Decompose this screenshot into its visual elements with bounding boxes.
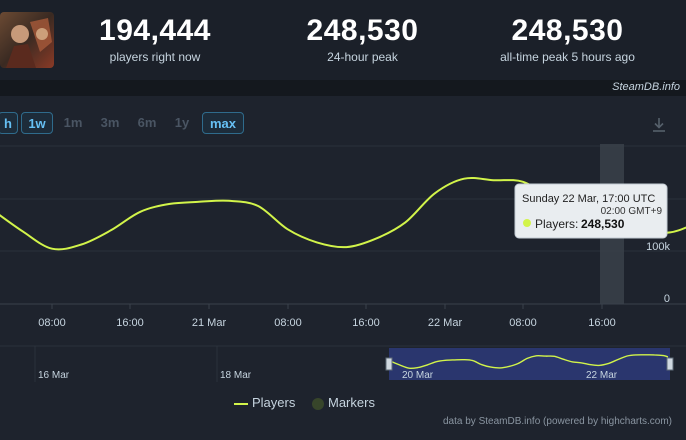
player-chart[interactable]: 100k 0 08:00 16:00 21 Mar 08:00 16:00 22… <box>0 96 686 396</box>
tooltip-date: Sunday 22 Mar, 17:00 UTC <box>522 193 655 205</box>
tooltip-local-time: 02:00 GMT+9 <box>601 206 663 217</box>
current-players-label: players right now <box>109 50 201 64</box>
x-tick-label: 16:00 <box>352 317 380 329</box>
x-tick-label: 08:00 <box>274 317 302 329</box>
players-line-icon <box>234 402 248 405</box>
current-players-value: 194,444 <box>99 14 211 47</box>
range-button-1m[interactable]: 1m <box>63 115 83 130</box>
x-tick-label: 21 Mar <box>192 317 227 329</box>
range-button-max[interactable]: max <box>202 112 244 134</box>
tooltip-series-label: Players: <box>535 217 578 231</box>
all-time-peak-value: 248,530 <box>511 14 624 47</box>
chart-tooltip: Sunday 22 Mar, 17:00 UTC 02:00 GMT+9 Pla… <box>514 183 668 239</box>
navigator-series-line <box>390 354 669 370</box>
download-icon[interactable] <box>650 116 668 134</box>
range-button-1y[interactable]: 1y <box>174 115 190 130</box>
stats-bar: 194,444 players right now 248,530 24-hou… <box>0 0 686 80</box>
peak-24h-stat: 248,530 24-hour peak <box>290 14 435 64</box>
navigator-left-handle[interactable] <box>385 357 393 371</box>
navigator-right-handle[interactable] <box>666 357 674 371</box>
section-divider <box>0 80 686 96</box>
x-tick-label: 16:00 <box>588 317 616 329</box>
x-tick-label: 22 Mar <box>428 317 463 329</box>
x-tick-label: 08:00 <box>38 317 66 329</box>
x-tick-label: 16:00 <box>116 317 144 329</box>
legend-item-players[interactable]: Players <box>234 394 295 412</box>
range-button-6m[interactable]: 6m <box>137 115 157 130</box>
all-time-peak-label: all-time peak 5 hours ago <box>500 50 635 64</box>
range-button-1w[interactable]: 1w <box>21 112 53 134</box>
markers-dot-icon <box>312 397 324 410</box>
y-tick-label: 0 <box>664 293 670 305</box>
y-tick-label: 100k <box>646 241 670 253</box>
navigator-label: 18 Mar <box>220 370 252 381</box>
legend-label-players: Players <box>252 395 296 410</box>
navigator-label: 22 Mar <box>586 370 618 381</box>
peak-24h-value: 248,530 <box>306 14 419 47</box>
tooltip-series-marker <box>523 219 531 227</box>
chart-credit[interactable]: data by SteamDB.info (powered by highcha… <box>443 416 672 427</box>
chart-panel: h 1w 1m 3m 6m 1y max 100k 0 08:00 16:00 … <box>0 96 686 440</box>
range-button-h[interactable]: h <box>0 112 18 134</box>
x-tick-label: 08:00 <box>509 317 537 329</box>
tooltip-background <box>514 183 668 239</box>
navigator-label: 16 Mar <box>38 370 70 381</box>
legend-label-markers: Markers <box>328 395 375 410</box>
players-series-line[interactable] <box>0 173 686 251</box>
navigator-selected-range[interactable] <box>389 348 670 380</box>
peak-24h-label: 24-hour peak <box>327 50 398 64</box>
range-button-3m[interactable]: 3m <box>100 115 120 130</box>
game-thumbnail[interactable] <box>0 12 54 68</box>
navigator[interactable]: 16 Mar 18 Mar 20 Mar 22 Mar <box>0 345 686 382</box>
all-time-peak-stat: 248,530 all-time peak 5 hours ago <box>490 14 645 64</box>
current-players-stat: 194,444 players right now <box>85 14 225 64</box>
navigator-label: 20 Mar <box>402 370 434 381</box>
tooltip-value: 248,530 <box>581 217 625 231</box>
source-label[interactable]: SteamDB.info <box>612 81 680 93</box>
legend-item-markers[interactable]: Markers <box>312 394 375 412</box>
